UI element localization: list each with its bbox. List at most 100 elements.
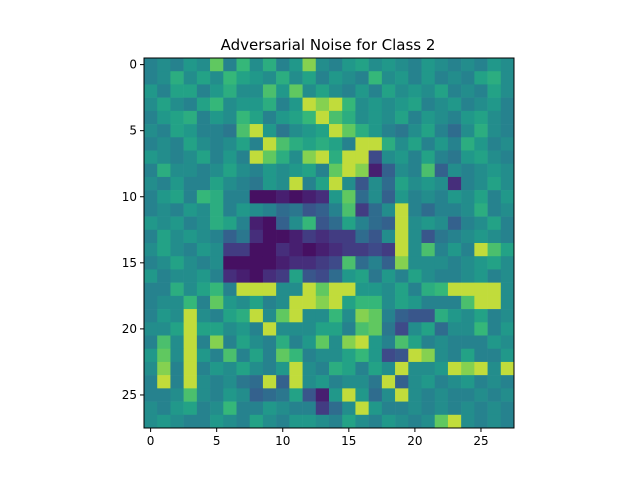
heatmap-cell (447, 150, 462, 165)
heatmap-cell (289, 309, 303, 323)
heatmap-cell (421, 348, 436, 363)
heatmap-cell (276, 256, 290, 270)
heatmap-cell (249, 163, 264, 178)
heatmap-cell (276, 163, 290, 178)
heatmap-cell (395, 335, 409, 350)
heatmap-cell (223, 361, 237, 376)
heatmap-cell (236, 243, 251, 257)
heatmap-cell (381, 84, 396, 98)
heatmap-cell (329, 124, 343, 138)
heatmap-cell (408, 282, 422, 297)
heatmap-cell (500, 97, 515, 112)
heatmap-cell (276, 84, 290, 98)
heatmap-cell (421, 124, 436, 138)
heatmap-cell (289, 229, 303, 244)
heatmap-cell (461, 309, 475, 323)
heatmap-cell (368, 137, 383, 151)
heatmap-cell (395, 97, 409, 112)
heatmap-cell (196, 163, 211, 178)
heatmap-cell (408, 137, 422, 151)
heatmap-cell (500, 282, 515, 297)
heatmap-cell (434, 375, 449, 389)
heatmap-cell (368, 335, 383, 350)
heatmap-cell (355, 58, 369, 72)
heatmap-cell (421, 71, 436, 85)
heatmap-cell (157, 361, 171, 376)
y-tick-label: 20 (122, 322, 137, 336)
heatmap-cell (289, 124, 303, 138)
heatmap-cell (302, 71, 317, 85)
heatmap-cell (342, 243, 356, 257)
heatmap-cell (249, 269, 264, 283)
heatmap-cell (249, 295, 264, 310)
heatmap-cell (487, 309, 502, 323)
heatmap-cell (461, 84, 475, 98)
heatmap-cell (408, 388, 422, 402)
heatmap-cell (144, 216, 158, 231)
heatmap-cell (447, 229, 462, 244)
heatmap-cell (355, 309, 369, 323)
heatmap-cell (329, 348, 343, 363)
heatmap-cell (381, 110, 396, 125)
heatmap-cell (276, 282, 290, 297)
heatmap-cell (144, 243, 158, 257)
heatmap-cell (144, 58, 158, 72)
heatmap-cell (474, 401, 488, 416)
heatmap-cell (196, 269, 211, 283)
heatmap-cell (276, 150, 290, 165)
heatmap-cell (421, 401, 436, 416)
heatmap-cell (302, 190, 317, 204)
heatmap-cell (183, 414, 198, 429)
heatmap-cell (355, 361, 369, 376)
heatmap-cell (249, 335, 264, 350)
heatmap-cell (474, 269, 488, 283)
heatmap-cell (434, 58, 449, 72)
heatmap-cell (395, 243, 409, 257)
heatmap-cell (315, 375, 330, 389)
heatmap-cell (289, 137, 303, 151)
heatmap-cell (223, 137, 237, 151)
heatmap-cell (355, 256, 369, 270)
heatmap-cell (210, 335, 224, 350)
heatmap-cell (289, 163, 303, 178)
heatmap-cell (170, 97, 184, 112)
heatmap-cell (474, 335, 488, 350)
heatmap-cell (434, 229, 449, 244)
heatmap-cell (329, 71, 343, 85)
heatmap-cell (210, 401, 224, 416)
heatmap-cell (421, 216, 436, 231)
heatmap-cell (355, 229, 369, 244)
heatmap-cell (329, 375, 343, 389)
heatmap-cell (329, 150, 343, 165)
heatmap-cell (329, 295, 343, 310)
heatmap-cell (342, 295, 356, 310)
heatmap-cell (355, 375, 369, 389)
heatmap-cell (289, 295, 303, 310)
x-tick-label: 0 (147, 434, 155, 448)
heatmap-cell (183, 256, 198, 270)
heatmap-cell (342, 58, 356, 72)
heatmap-cell (236, 97, 251, 112)
heatmap-cell (474, 97, 488, 112)
heatmap-cell (355, 150, 369, 165)
heatmap-cell (447, 58, 462, 72)
heatmap-cell (276, 375, 290, 389)
heatmap-cell (236, 150, 251, 165)
heatmap-cell (381, 150, 396, 165)
heatmap-cell (500, 256, 515, 270)
heatmap-cell (500, 388, 515, 402)
heatmap-cell (196, 97, 211, 112)
heatmap-cell (223, 243, 237, 257)
heatmap-cell (157, 243, 171, 257)
heatmap-cell (157, 176, 171, 191)
heatmap-cell (183, 190, 198, 204)
heatmap-cell (474, 388, 488, 402)
heatmap-cell (329, 309, 343, 323)
heatmap-cell (236, 322, 251, 336)
heatmap-cell (447, 282, 462, 297)
heatmap-cell (395, 176, 409, 191)
heatmap-cell (183, 361, 198, 376)
heatmap-cell (302, 335, 317, 350)
heatmap-cell (355, 348, 369, 363)
heatmap-cell (276, 97, 290, 112)
